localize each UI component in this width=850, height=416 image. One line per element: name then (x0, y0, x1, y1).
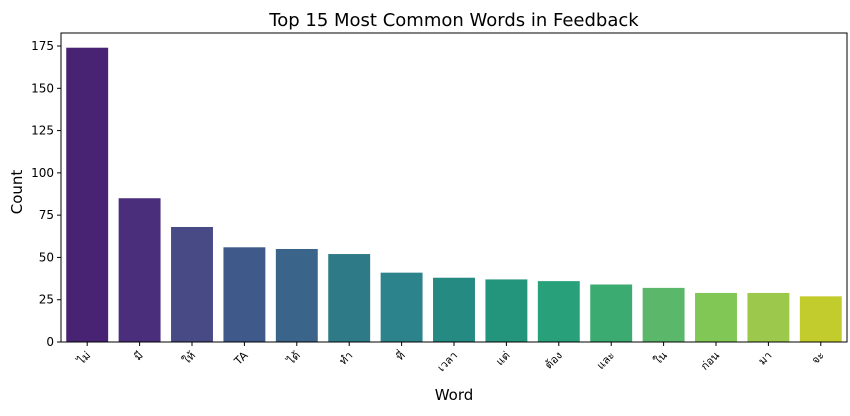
bar-14 (799, 296, 842, 342)
x-tick-label: มา (756, 349, 775, 368)
x-tick-label: จะ (809, 349, 827, 367)
bar-3 (223, 247, 266, 342)
plot-frame (60, 32, 848, 343)
bar-10 (590, 284, 633, 342)
x-tick-label: แต่ (493, 349, 512, 368)
chart-title: Top 15 Most Common Words in Feedback (268, 10, 639, 31)
x-tick-label: ไม่ (74, 349, 93, 368)
bar-12 (695, 292, 737, 342)
y-tick-label: 25 (39, 293, 54, 307)
bar-7 (433, 277, 475, 342)
y-tick-label: 0 (46, 335, 54, 349)
y-tick-label: 100 (31, 166, 54, 180)
bar-1 (118, 198, 161, 342)
bar-4 (275, 248, 318, 342)
x-tick-label: ต้อง (542, 349, 565, 372)
x-tick-label: ก่อน (698, 349, 722, 373)
x-tick-label: ใน (651, 349, 670, 368)
bar-0 (66, 47, 109, 343)
x-tick-label: TA (231, 349, 251, 369)
bars-layer (66, 47, 842, 343)
bar-11 (642, 287, 685, 342)
x-axis: ไม่ มี ให้ TA ได้ ทำ ที่ เวลา แต่ ต้อง และ ใน ก่อน มา… (74, 342, 827, 374)
y-tick-label: 150 (31, 81, 54, 95)
bar-5 (328, 254, 371, 342)
x-tick-label: ทำ (337, 349, 356, 368)
y-tick-label: 175 (31, 39, 54, 53)
x-axis-label: Word (435, 386, 474, 404)
bar-13 (747, 292, 790, 342)
x-tick-label: ได้ (284, 349, 303, 368)
bar-9 (537, 281, 580, 342)
y-tick-label: 75 (39, 208, 54, 222)
bar-6 (380, 272, 423, 342)
x-tick-label: เวลา (435, 349, 460, 374)
y-axis: 0 25 50 75 100 125 150 175 (31, 39, 61, 349)
x-tick-label: มี (131, 349, 145, 363)
x-tick-label: ให้ (180, 349, 198, 367)
bar-8 (485, 279, 528, 342)
y-tick-label: 125 (31, 124, 54, 138)
bar-2 (171, 226, 213, 342)
x-tick-label: ที่ (392, 348, 408, 364)
y-tick-label: 50 (39, 250, 54, 264)
x-tick-label: และ (594, 349, 617, 372)
y-axis-label: Count (8, 170, 26, 215)
